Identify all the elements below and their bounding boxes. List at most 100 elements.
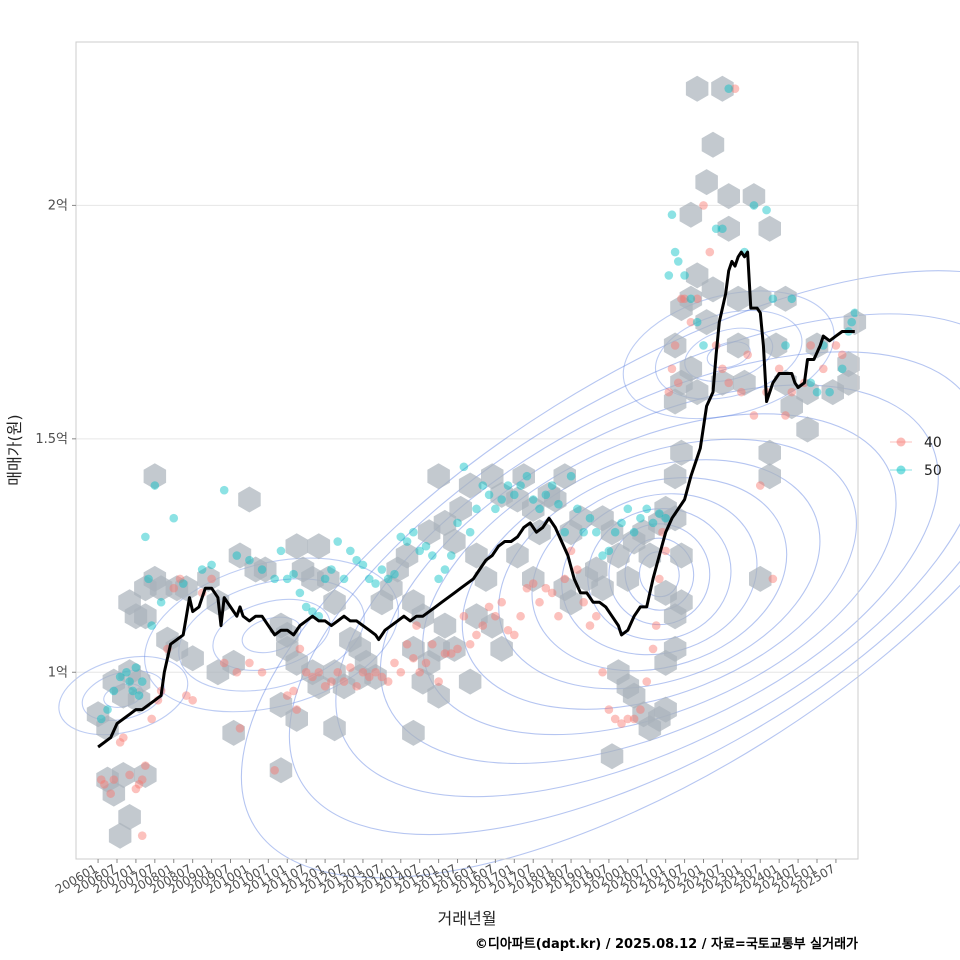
hex-bin: [796, 416, 819, 443]
point-40: [257, 667, 267, 677]
trend-line: [97, 250, 855, 749]
hex-bin: [269, 691, 293, 718]
point-50: [245, 555, 254, 565]
point-40: [516, 611, 525, 621]
hex-bin: [780, 393, 803, 420]
point-50: [390, 569, 399, 579]
hex-bin: [774, 369, 797, 396]
hex-bin: [670, 439, 693, 466]
point-50: [415, 546, 425, 556]
point-50: [664, 271, 674, 280]
hex-bin: [512, 463, 535, 490]
point-40: [610, 714, 620, 724]
point-40: [402, 639, 412, 649]
point-50: [453, 518, 462, 528]
point-40: [509, 630, 519, 640]
point-40: [478, 621, 488, 630]
point-50: [535, 504, 544, 514]
point-50: [837, 364, 847, 374]
hex-bin: [701, 131, 725, 158]
point-40: [547, 588, 557, 598]
hex-bin: [670, 542, 693, 569]
hex-bin: [323, 715, 346, 742]
point-50: [670, 247, 680, 257]
point-50: [358, 560, 368, 570]
point-40: [472, 630, 481, 640]
hex-bin: [622, 682, 646, 709]
point-40: [667, 364, 677, 374]
density-contour: [212, 598, 331, 671]
hex-bin: [638, 542, 662, 569]
point-40: [604, 705, 614, 714]
density-contour: [58, 656, 189, 736]
hex-bin: [774, 285, 797, 312]
point-40: [585, 621, 595, 630]
point-50: [428, 551, 437, 560]
point-50: [491, 504, 500, 514]
point-50: [699, 341, 708, 350]
point-40: [491, 611, 500, 621]
x-axis: 2006012006072007012007072008012008072009…: [53, 859, 837, 897]
point-40: [642, 677, 652, 686]
point-50: [642, 504, 652, 514]
point-50: [850, 308, 860, 318]
point-50: [718, 224, 727, 234]
point-40: [591, 611, 601, 621]
point-40: [705, 247, 715, 257]
hex-bin: [228, 542, 252, 569]
y-axis: 1억 1.5억 2억: [35, 198, 76, 680]
point-50: [333, 537, 343, 546]
point-40: [232, 667, 242, 677]
point-50: [128, 686, 138, 696]
hex-bin: [717, 183, 740, 210]
point-50: [371, 579, 380, 588]
point-50: [109, 686, 119, 696]
point-50: [131, 663, 141, 672]
point-40: [383, 677, 393, 686]
point-50: [383, 574, 393, 584]
hex-bin: [670, 589, 693, 616]
point-40: [636, 705, 645, 714]
point-40: [787, 387, 797, 397]
hex-bin: [465, 542, 488, 569]
point-40: [446, 649, 456, 658]
legend-label-50: 50: [924, 463, 942, 479]
hex-bin: [102, 780, 126, 807]
point-50: [686, 294, 696, 304]
hex-bin: [197, 565, 220, 592]
point-50: [320, 574, 330, 584]
hex-bin: [679, 201, 703, 228]
point-50: [503, 481, 513, 490]
hex-bin: [591, 575, 614, 602]
point-50: [825, 387, 834, 397]
hex-bin: [433, 612, 457, 639]
point-50: [147, 621, 156, 630]
point-40: [623, 714, 633, 724]
hex-bin: [711, 369, 734, 396]
point-40: [339, 677, 349, 686]
point-40: [749, 411, 759, 420]
point-50: [137, 677, 147, 686]
point-50: [402, 537, 412, 546]
density-contour: [240, 270, 960, 879]
hex-bin: [181, 645, 204, 672]
point-40: [289, 686, 298, 696]
point-50: [276, 546, 286, 556]
point-40: [718, 364, 727, 374]
point-50: [207, 560, 216, 570]
point-50: [711, 224, 721, 234]
point-40: [598, 667, 607, 677]
hex-bin: [742, 183, 766, 210]
point-50: [617, 518, 626, 528]
hex-bin: [317, 565, 340, 592]
point-50: [440, 565, 450, 574]
hex-bin: [269, 757, 293, 784]
hex-bin: [458, 472, 482, 499]
point-50: [301, 602, 311, 612]
hex-bin: [695, 309, 718, 336]
y-axis-title: 매매가(원): [5, 414, 24, 485]
point-50: [673, 257, 683, 266]
point-40: [831, 341, 841, 350]
point-50: [847, 317, 856, 327]
point-40: [664, 387, 674, 397]
